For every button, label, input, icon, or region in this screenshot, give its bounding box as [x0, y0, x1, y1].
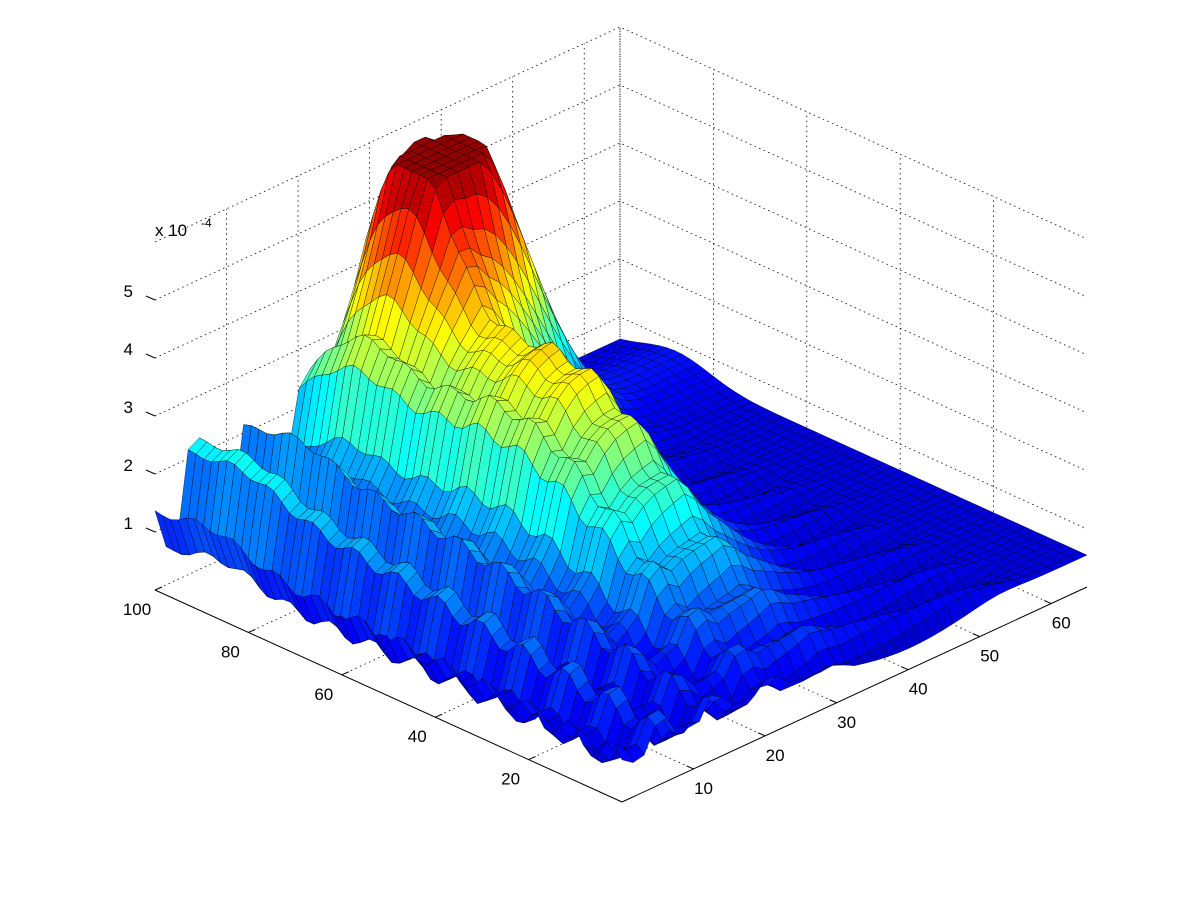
y-tick-mark — [154, 586, 163, 591]
y-tick-label: 20 — [501, 770, 520, 789]
x-tick-label: 60 — [1052, 614, 1071, 633]
x-tick-mark — [900, 666, 909, 671]
y-tick-mark — [528, 756, 536, 761]
x-tick-mark — [757, 732, 766, 737]
x-tick-mark — [972, 633, 980, 638]
z-multiplier-label: x 10 — [155, 221, 187, 240]
x-tick-label: 20 — [766, 746, 785, 765]
tick-labels: 10 20 30 40 50 60 20 40 60 80 100 1 2 3 4 5 — [123, 282, 1071, 798]
x-tick-label: 40 — [909, 680, 928, 699]
z-tick-label: 5 — [124, 282, 133, 301]
axis-lines — [145, 295, 1088, 803]
grid-line-z — [154, 200, 1088, 417]
y-tick-label: 80 — [221, 642, 240, 661]
y-tick-label: 40 — [408, 727, 427, 746]
y-tick-mark — [341, 671, 349, 676]
z-tick-mark — [145, 411, 156, 417]
z-tick-mark — [145, 353, 156, 359]
grid-top-edge — [154, 26, 1088, 243]
z-tick-mark — [145, 469, 156, 475]
y-tick-label: 100 — [123, 600, 151, 619]
z-tick-label: 4 — [124, 340, 133, 359]
z-tick-mark — [145, 527, 156, 533]
x-tick-mark — [686, 765, 694, 770]
z-tick-label: 2 — [124, 456, 133, 475]
x-tick-label: 10 — [694, 779, 713, 798]
x-axis-line — [621, 586, 1088, 803]
y-tick-mark — [435, 713, 443, 718]
x-tick-label: 50 — [980, 647, 999, 666]
x-tick-label: 30 — [837, 713, 856, 732]
z-tick-mark — [145, 295, 156, 301]
y-tick-mark — [248, 628, 256, 633]
z-tick-label: 1 — [124, 514, 133, 533]
grid-line-z — [154, 142, 1088, 359]
surface-mesh — [154, 133, 1088, 764]
grid-line-z — [154, 84, 1088, 301]
z-tick-label: 3 — [124, 398, 133, 417]
surface-cell — [613, 743, 634, 763]
x-tick-mark — [1044, 600, 1052, 604]
y-axis-line — [154, 589, 623, 803]
x-tick-mark — [829, 699, 837, 704]
z-exponent-label: -4 — [201, 216, 212, 230]
y-tick-label: 60 — [314, 685, 333, 704]
